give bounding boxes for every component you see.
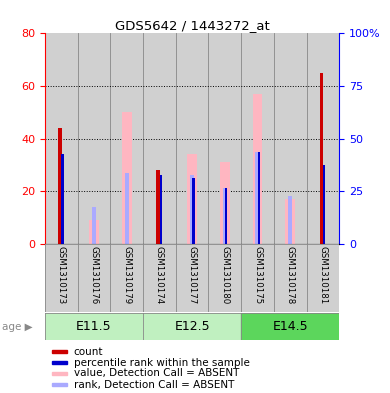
Bar: [274, 33, 307, 244]
Text: GSM1310181: GSM1310181: [319, 246, 328, 304]
Bar: [78, 33, 110, 244]
FancyBboxPatch shape: [51, 350, 67, 353]
Bar: [78, 244, 110, 312]
Bar: [320, 73, 323, 244]
Bar: [190, 175, 194, 244]
Bar: [241, 33, 274, 244]
Text: count: count: [74, 347, 103, 357]
Bar: [208, 33, 241, 244]
Text: percentile rank within the sample: percentile rank within the sample: [74, 358, 250, 367]
Text: GSM1310174: GSM1310174: [155, 246, 164, 304]
Bar: [176, 33, 208, 244]
Bar: [307, 244, 339, 312]
Bar: [143, 244, 176, 312]
Bar: [225, 189, 227, 244]
Bar: [285, 199, 295, 244]
Bar: [89, 220, 99, 244]
FancyBboxPatch shape: [51, 383, 67, 386]
Bar: [160, 175, 162, 244]
Bar: [220, 162, 230, 244]
Bar: [187, 154, 197, 244]
Text: GSM1310177: GSM1310177: [188, 246, 197, 304]
FancyBboxPatch shape: [51, 361, 67, 364]
Bar: [176, 244, 208, 312]
Text: value, Detection Call = ABSENT: value, Detection Call = ABSENT: [74, 368, 239, 378]
Bar: [110, 33, 143, 244]
Bar: [208, 244, 241, 312]
Bar: [45, 313, 143, 340]
Text: rank, Detection Call = ABSENT: rank, Detection Call = ABSENT: [74, 380, 234, 389]
Bar: [192, 178, 195, 244]
Text: GSM1310176: GSM1310176: [89, 246, 98, 304]
Bar: [110, 244, 143, 312]
Bar: [143, 33, 176, 244]
Text: E14.5: E14.5: [272, 320, 308, 333]
Bar: [61, 154, 64, 244]
Bar: [45, 244, 78, 312]
Text: E12.5: E12.5: [174, 320, 210, 333]
Bar: [45, 33, 78, 244]
Bar: [156, 170, 160, 244]
Text: GSM1310175: GSM1310175: [253, 246, 262, 304]
Text: GSM1310178: GSM1310178: [286, 246, 295, 304]
Bar: [288, 196, 292, 244]
Bar: [274, 244, 307, 312]
Bar: [323, 165, 325, 244]
Text: GSM1310173: GSM1310173: [57, 246, 66, 304]
Bar: [122, 112, 131, 244]
Text: E11.5: E11.5: [76, 320, 112, 333]
Text: GSM1310179: GSM1310179: [122, 246, 131, 304]
Bar: [92, 207, 96, 244]
Bar: [143, 313, 241, 340]
Bar: [255, 152, 260, 244]
Bar: [253, 94, 262, 244]
Bar: [258, 152, 260, 244]
Bar: [58, 128, 62, 244]
FancyBboxPatch shape: [51, 372, 67, 375]
Bar: [307, 33, 339, 244]
Bar: [223, 189, 227, 244]
Bar: [124, 173, 129, 244]
Text: GSM1310180: GSM1310180: [220, 246, 229, 304]
Bar: [241, 313, 339, 340]
Text: age ▶: age ▶: [2, 321, 33, 332]
Bar: [241, 244, 274, 312]
Title: GDS5642 / 1443272_at: GDS5642 / 1443272_at: [115, 19, 269, 32]
